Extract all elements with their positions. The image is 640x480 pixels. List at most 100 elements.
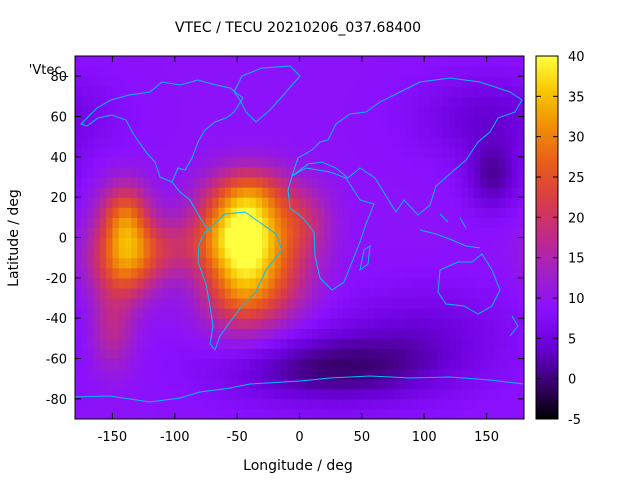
heatmap-cell <box>87 66 95 77</box>
heatmap-cell <box>224 398 232 410</box>
heatmap-cell <box>174 227 182 239</box>
heatmap-cell <box>87 136 95 148</box>
heatmap-cell <box>193 56 201 67</box>
heatmap-cell <box>93 247 101 259</box>
heatmap-cell <box>81 328 89 339</box>
heatmap-cell <box>461 318 469 329</box>
heatmap-cell <box>205 308 213 319</box>
heatmap-cell <box>75 308 82 319</box>
heatmap-cell <box>424 308 432 319</box>
heatmap-cell <box>156 348 163 360</box>
heatmap-cell <box>355 358 363 370</box>
heatmap-cell <box>355 207 363 218</box>
heatmap-cell <box>399 378 407 390</box>
heatmap-cell <box>124 378 132 390</box>
heatmap-cell <box>106 207 114 218</box>
heatmap-cell <box>324 96 332 108</box>
heatmap-cell <box>467 227 475 239</box>
heatmap-cell <box>411 66 419 77</box>
heatmap-cell <box>455 378 463 390</box>
heatmap-cell <box>199 66 207 77</box>
heatmap-cell <box>193 378 201 390</box>
heatmap-cell <box>137 66 145 77</box>
heatmap-cell <box>212 328 220 339</box>
heatmap-cell <box>424 106 432 118</box>
heatmap-cell <box>75 338 82 350</box>
heatmap-cell <box>349 207 357 218</box>
heatmap-cell <box>449 136 457 148</box>
heatmap-cell <box>149 247 157 259</box>
heatmap-cell <box>81 348 89 360</box>
heatmap-cell <box>255 247 263 259</box>
heatmap-cell <box>193 197 201 208</box>
heatmap-cell <box>174 368 182 380</box>
heatmap-cell <box>461 146 469 158</box>
heatmap-cell <box>480 177 488 188</box>
heatmap-cell <box>255 358 263 370</box>
heatmap-cell <box>474 287 481 299</box>
heatmap-cell <box>255 106 263 118</box>
heatmap-cell <box>205 96 213 108</box>
heatmap-cell <box>343 146 350 158</box>
heatmap-cell <box>75 76 82 87</box>
heatmap-cell <box>287 56 294 67</box>
heatmap-cell <box>131 247 138 259</box>
heatmap-cell <box>442 287 450 299</box>
heatmap-cell <box>224 237 232 249</box>
heatmap-cell <box>112 227 120 239</box>
heatmap-cell <box>268 197 276 208</box>
heatmap-cell <box>318 207 326 218</box>
heatmap-cell <box>386 267 394 279</box>
heatmap-cell <box>424 177 432 188</box>
heatmap-cell <box>218 136 226 148</box>
heatmap-cell <box>243 207 251 218</box>
heatmap-cell <box>343 96 350 108</box>
heatmap-cell <box>511 358 519 370</box>
heatmap-cell <box>336 116 344 128</box>
heatmap-cell <box>393 277 400 289</box>
heatmap-cell <box>480 287 488 299</box>
heatmap-cell <box>368 156 375 168</box>
heatmap-cell <box>205 156 213 168</box>
heatmap-cell <box>361 177 369 188</box>
heatmap-cell <box>181 116 188 128</box>
heatmap-cell <box>499 378 506 390</box>
heatmap-cell <box>174 358 182 370</box>
heatmap-cell <box>399 388 407 400</box>
heatmap-cell <box>193 368 201 380</box>
heatmap-cell <box>156 106 163 118</box>
heatmap-cell <box>81 378 89 390</box>
heatmap-cell <box>380 86 388 97</box>
heatmap-cell <box>393 388 400 400</box>
heatmap-cell <box>361 116 369 128</box>
heatmap-cell <box>75 398 82 410</box>
heatmap-cell <box>467 187 475 198</box>
heatmap-cell <box>368 227 375 239</box>
heatmap-cell <box>330 237 338 249</box>
heatmap-cell <box>249 146 257 158</box>
heatmap-cell <box>168 338 176 350</box>
heatmap-cell <box>355 227 363 239</box>
heatmap-cell <box>505 308 513 319</box>
heatmap-cell <box>318 116 326 128</box>
heatmap-cell <box>318 56 326 67</box>
heatmap-cell <box>305 76 313 87</box>
heatmap-cell <box>361 358 369 370</box>
heatmap-cell <box>99 237 107 249</box>
heatmap-cell <box>511 298 519 309</box>
heatmap-cell <box>436 328 444 339</box>
heatmap-cell <box>436 197 444 208</box>
heatmap-cell <box>430 388 438 400</box>
heatmap-cell <box>411 287 419 299</box>
heatmap-cell <box>87 318 95 329</box>
heatmap-cell <box>255 257 263 269</box>
heatmap-cell <box>430 267 438 279</box>
heatmap-cell <box>343 277 350 289</box>
heatmap-cell <box>449 116 457 128</box>
heatmap-cell <box>492 308 500 319</box>
heatmap-cell <box>262 66 269 77</box>
heatmap-cell <box>449 217 457 229</box>
heatmap-cell <box>461 257 469 269</box>
heatmap-cell <box>449 96 457 108</box>
heatmap-cell <box>106 257 114 269</box>
